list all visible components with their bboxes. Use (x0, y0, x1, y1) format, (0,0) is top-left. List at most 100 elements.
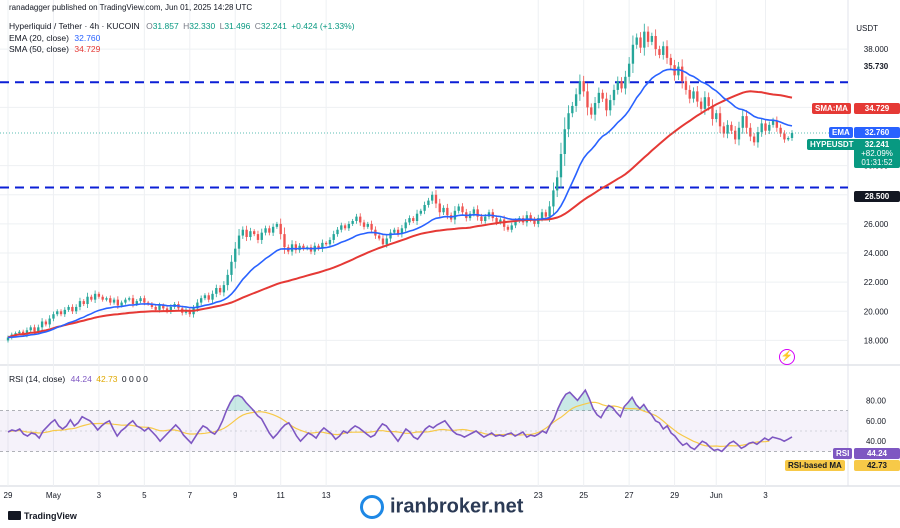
candle (461, 206, 464, 213)
candle (302, 245, 305, 249)
candle (393, 229, 396, 233)
candle (616, 81, 619, 90)
candle (677, 66, 680, 76)
iranbroker-logo-icon (360, 495, 384, 519)
bar-countdown: 01:31:52 (861, 158, 893, 167)
time-tick-label: 25 (579, 491, 588, 500)
candle (218, 288, 222, 293)
candle (158, 305, 161, 310)
time-tick-label: 7 (188, 491, 193, 500)
sma-legend[interactable]: SMA (50, close) 34.729 (9, 44, 101, 54)
candle (6, 337, 10, 341)
candle (131, 298, 135, 305)
candle (574, 94, 578, 106)
candle (593, 103, 597, 115)
candle (275, 223, 279, 227)
lightning-icon[interactable]: ⚡ (779, 349, 795, 365)
candle (476, 209, 479, 217)
candle (33, 327, 36, 332)
candle (688, 89, 691, 99)
rsi-legend-value: 44.24 (70, 374, 92, 384)
candle (256, 234, 260, 240)
ema-price-tag: 32.760 (854, 127, 900, 138)
candle (692, 91, 695, 99)
candle (605, 98, 608, 111)
symbol-title: Hyperliquid / Tether · 4h · KUCOIN (9, 21, 140, 31)
time-tick-label: 3 (97, 491, 102, 500)
candle (67, 306, 70, 310)
candle (544, 212, 547, 217)
candle (756, 132, 760, 143)
candle (37, 327, 40, 332)
symbol-legend[interactable]: Hyperliquid / Tether · 4h · KUCOIN O31.8… (9, 21, 355, 31)
candle (268, 228, 271, 233)
candle (203, 295, 207, 299)
candle (726, 124, 729, 134)
candle (559, 154, 563, 178)
candle (253, 231, 256, 235)
candle (74, 306, 78, 312)
candle (510, 225, 513, 230)
candle (245, 229, 248, 238)
candle (484, 216, 487, 221)
rsi-legend-zeros: 0 0 0 0 (121, 374, 148, 384)
candle (116, 299, 120, 306)
candle (662, 46, 665, 55)
candle (241, 229, 244, 236)
candle (771, 120, 775, 125)
support-value-tag: 28.500 (854, 191, 900, 202)
rsi-tag: RSI (833, 448, 853, 459)
candle (370, 223, 373, 230)
candle (93, 293, 97, 300)
candle (752, 136, 756, 143)
candle (620, 81, 623, 89)
rsi-tick-label: 80.00 (866, 396, 887, 405)
candle (699, 101, 703, 109)
candle (44, 321, 48, 325)
ema-legend[interactable]: EMA (20, close) 32.760 (9, 33, 101, 43)
last-price: 32.241 (864, 140, 890, 149)
candle (381, 238, 385, 245)
sma50-line (7, 90, 793, 339)
candle (196, 302, 199, 309)
candle (434, 194, 438, 204)
candle (336, 229, 339, 235)
ema-tag: EMA (829, 127, 853, 138)
rsi-legend[interactable]: RSI (14, close) 44.24 42.73 0 0 0 0 (9, 374, 148, 384)
candle (124, 299, 127, 303)
candle (366, 223, 369, 227)
candle (408, 218, 411, 223)
candle (715, 113, 718, 120)
candle (226, 274, 229, 286)
candle (586, 91, 589, 108)
candle (150, 304, 154, 307)
candle (684, 81, 688, 90)
candle (764, 123, 767, 131)
iranbroker-watermark: iranbroker.net (360, 495, 523, 519)
candle (696, 91, 699, 102)
candle (222, 285, 226, 293)
candle (120, 302, 123, 306)
rsi-ma-tag: RSI-based MA (785, 460, 845, 471)
candle (635, 37, 638, 45)
candle (472, 209, 476, 214)
candle (775, 120, 779, 128)
candle (639, 37, 642, 48)
candle (90, 296, 93, 300)
candle (237, 235, 241, 249)
candle (271, 226, 275, 233)
candle (135, 301, 138, 305)
candle (741, 116, 744, 128)
candle (790, 133, 794, 138)
candle (707, 97, 710, 106)
tv-icon (8, 511, 21, 520)
price-tick-label: 18.000 (864, 336, 889, 345)
candle (563, 129, 566, 154)
time-tick-label: 29 (670, 491, 679, 500)
candle (658, 49, 661, 55)
tradingview-logo[interactable]: TradingView (8, 511, 77, 521)
candle (21, 331, 25, 335)
candle (362, 222, 366, 227)
candle (749, 127, 752, 137)
